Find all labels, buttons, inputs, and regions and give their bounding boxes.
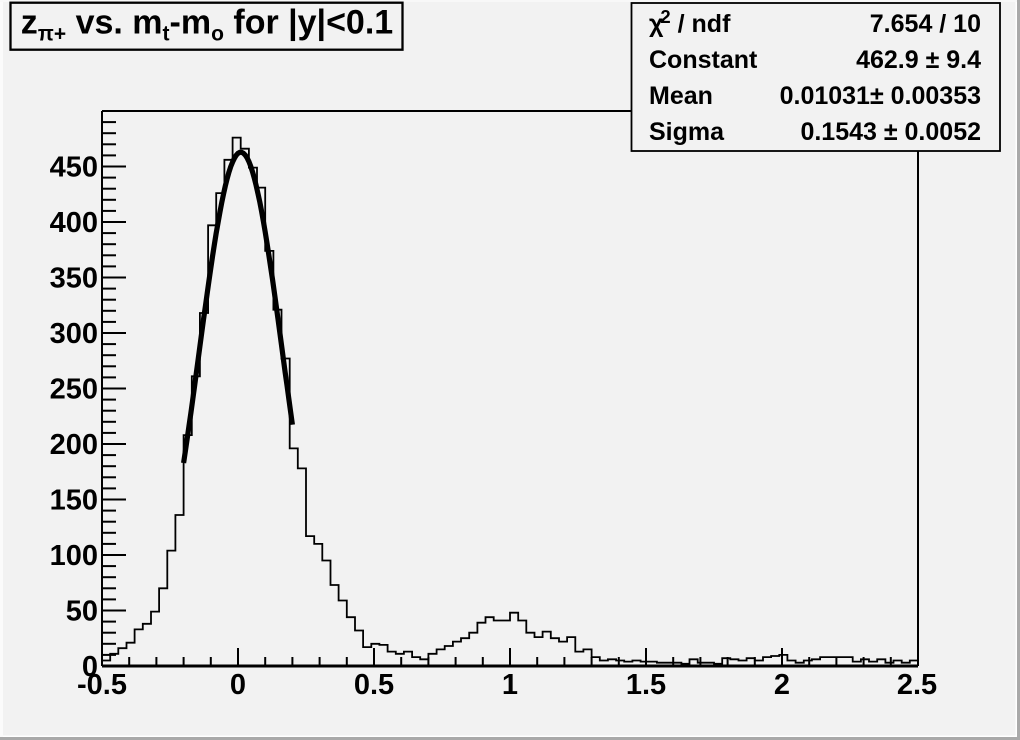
svg-text:350: 350 [50, 263, 98, 295]
svg-text:0: 0 [230, 669, 246, 701]
svg-text:0.5: 0.5 [354, 669, 394, 701]
svg-text:2: 2 [774, 669, 790, 701]
svg-text:450: 450 [50, 152, 98, 184]
svg-text:Mean: Mean [649, 82, 713, 110]
svg-text:0: 0 [82, 651, 98, 683]
svg-text:2.5: 2.5 [897, 669, 937, 701]
svg-text:462.9 ± 9.4: 462.9 ± 9.4 [856, 46, 981, 74]
svg-text:Sigma: Sigma [649, 118, 725, 146]
svg-text:-0.5: -0.5 [77, 669, 127, 701]
svg-text:400: 400 [50, 207, 98, 239]
svg-text:1: 1 [502, 669, 518, 701]
svg-text:0.01031± 0.00353: 0.01031± 0.00353 [780, 82, 981, 110]
svg-text:7.654 / 10: 7.654 / 10 [870, 10, 981, 38]
svg-text:χ2 / ndf: χ2 / ndf [649, 6, 731, 38]
svg-text:Constant: Constant [649, 46, 758, 74]
svg-text:0.1543 ± 0.0052: 0.1543 ± 0.0052 [800, 118, 981, 146]
svg-text:200: 200 [50, 429, 98, 461]
svg-text:100: 100 [50, 540, 98, 572]
svg-text:300: 300 [50, 318, 98, 350]
svg-text:1.5: 1.5 [626, 669, 666, 701]
svg-text:50: 50 [66, 596, 98, 628]
svg-text:250: 250 [50, 374, 98, 406]
svg-text:zπ+ vs. mt-mo for |y|<0.1: zπ+ vs. mt-mo for |y|<0.1 [21, 4, 393, 46]
svg-text:150: 150 [50, 485, 98, 517]
